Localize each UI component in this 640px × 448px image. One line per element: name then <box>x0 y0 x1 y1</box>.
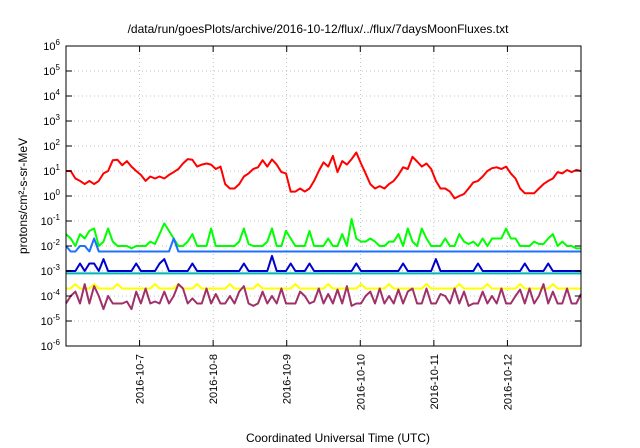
series-line-1 <box>66 151 582 200</box>
chart-title: /data/run/goesPlots/archive/2016-10-12/f… <box>128 22 510 36</box>
x-tick-label: 2016-10-8 <box>208 354 220 404</box>
series-line-7 <box>65 283 582 311</box>
y-tick-label: 106 <box>43 38 60 53</box>
y-tick-label: 100 <box>43 188 60 203</box>
series-group <box>65 151 582 311</box>
x-tick-label: 2016-10-12 <box>502 354 514 410</box>
x-tick-label: 2016-10-7 <box>135 354 147 404</box>
x-axis: 2016-10-7 2016-10-8 2016-10-9 2016-10-10 201… <box>135 46 514 410</box>
y-tick-label: 104 <box>43 88 60 103</box>
y-tick-label: 10-1 <box>41 213 61 228</box>
y-tick-label: 10-2 <box>41 238 61 253</box>
y-axis: 10-6 10-5 10-4 10-3 10-2 10-1 100 101 102 103 104 1… <box>41 38 581 353</box>
x-tick-label: 2016-10-10 <box>355 354 367 410</box>
y-tick-label: 105 <box>43 63 60 78</box>
y-tick-label: 103 <box>43 113 60 128</box>
y-tick-label: 10-3 <box>41 263 61 278</box>
x-tick-label: 2016-10-11 <box>429 354 441 409</box>
y-tick-label: 102 <box>43 138 60 153</box>
series-line-2 <box>65 218 581 250</box>
series-line-6 <box>66 283 581 290</box>
y-tick-label: 10-4 <box>41 288 61 303</box>
y-axis-label: protons/cm²-s-sr-MeV <box>16 138 30 254</box>
x-axis-label: Coordinated Universal Time (UTC) <box>246 431 430 445</box>
y-tick-label: 101 <box>43 163 60 178</box>
series-line-3 <box>65 237 581 253</box>
y-tick-label: 10-6 <box>41 338 61 353</box>
x-tick-label: 2016-10-9 <box>282 354 294 404</box>
series-line-4 <box>66 254 581 272</box>
y-tick-label: 10-5 <box>41 313 61 328</box>
